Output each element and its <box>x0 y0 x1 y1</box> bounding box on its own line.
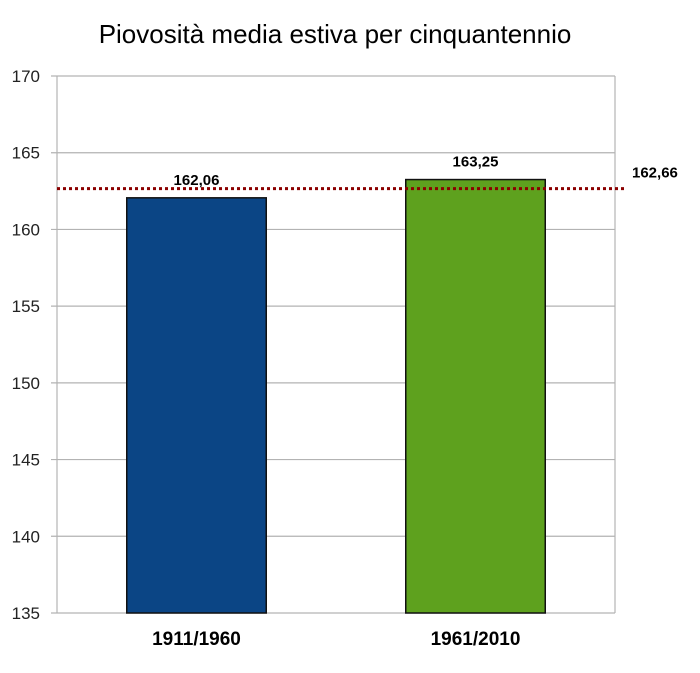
y-tick-label: 160 <box>12 220 40 239</box>
y-tick-label: 135 <box>12 604 40 623</box>
reference-line-label: 162,66 <box>632 165 678 182</box>
y-tick-label: 165 <box>12 144 40 163</box>
y-tick-label: 155 <box>12 297 40 316</box>
data-labels: 162,06 163,25 <box>174 154 499 189</box>
data-label-2: 163,25 <box>453 154 499 171</box>
y-axis-ticks: 135 140 145 150 155 160 165 170 <box>12 67 40 623</box>
bar-2 <box>405 178 546 614</box>
y-tick-label: 140 <box>12 527 40 546</box>
data-label-1: 162,06 <box>174 172 220 189</box>
bar-1 <box>126 197 267 614</box>
x-axis-ticks: 1911/1960 1961/2010 <box>152 629 520 650</box>
bars <box>126 178 546 614</box>
y-tick-label: 150 <box>12 374 40 393</box>
reference-line-group: 162,66 <box>57 165 678 191</box>
y-tick-label: 170 <box>12 67 40 86</box>
chart-title: Piovosità media estiva per cinquantennio <box>99 19 572 49</box>
y-tick-label: 145 <box>12 451 40 470</box>
x-tick-label-1: 1911/1960 <box>152 629 241 650</box>
x-tick-label-2: 1961/2010 <box>431 629 521 650</box>
